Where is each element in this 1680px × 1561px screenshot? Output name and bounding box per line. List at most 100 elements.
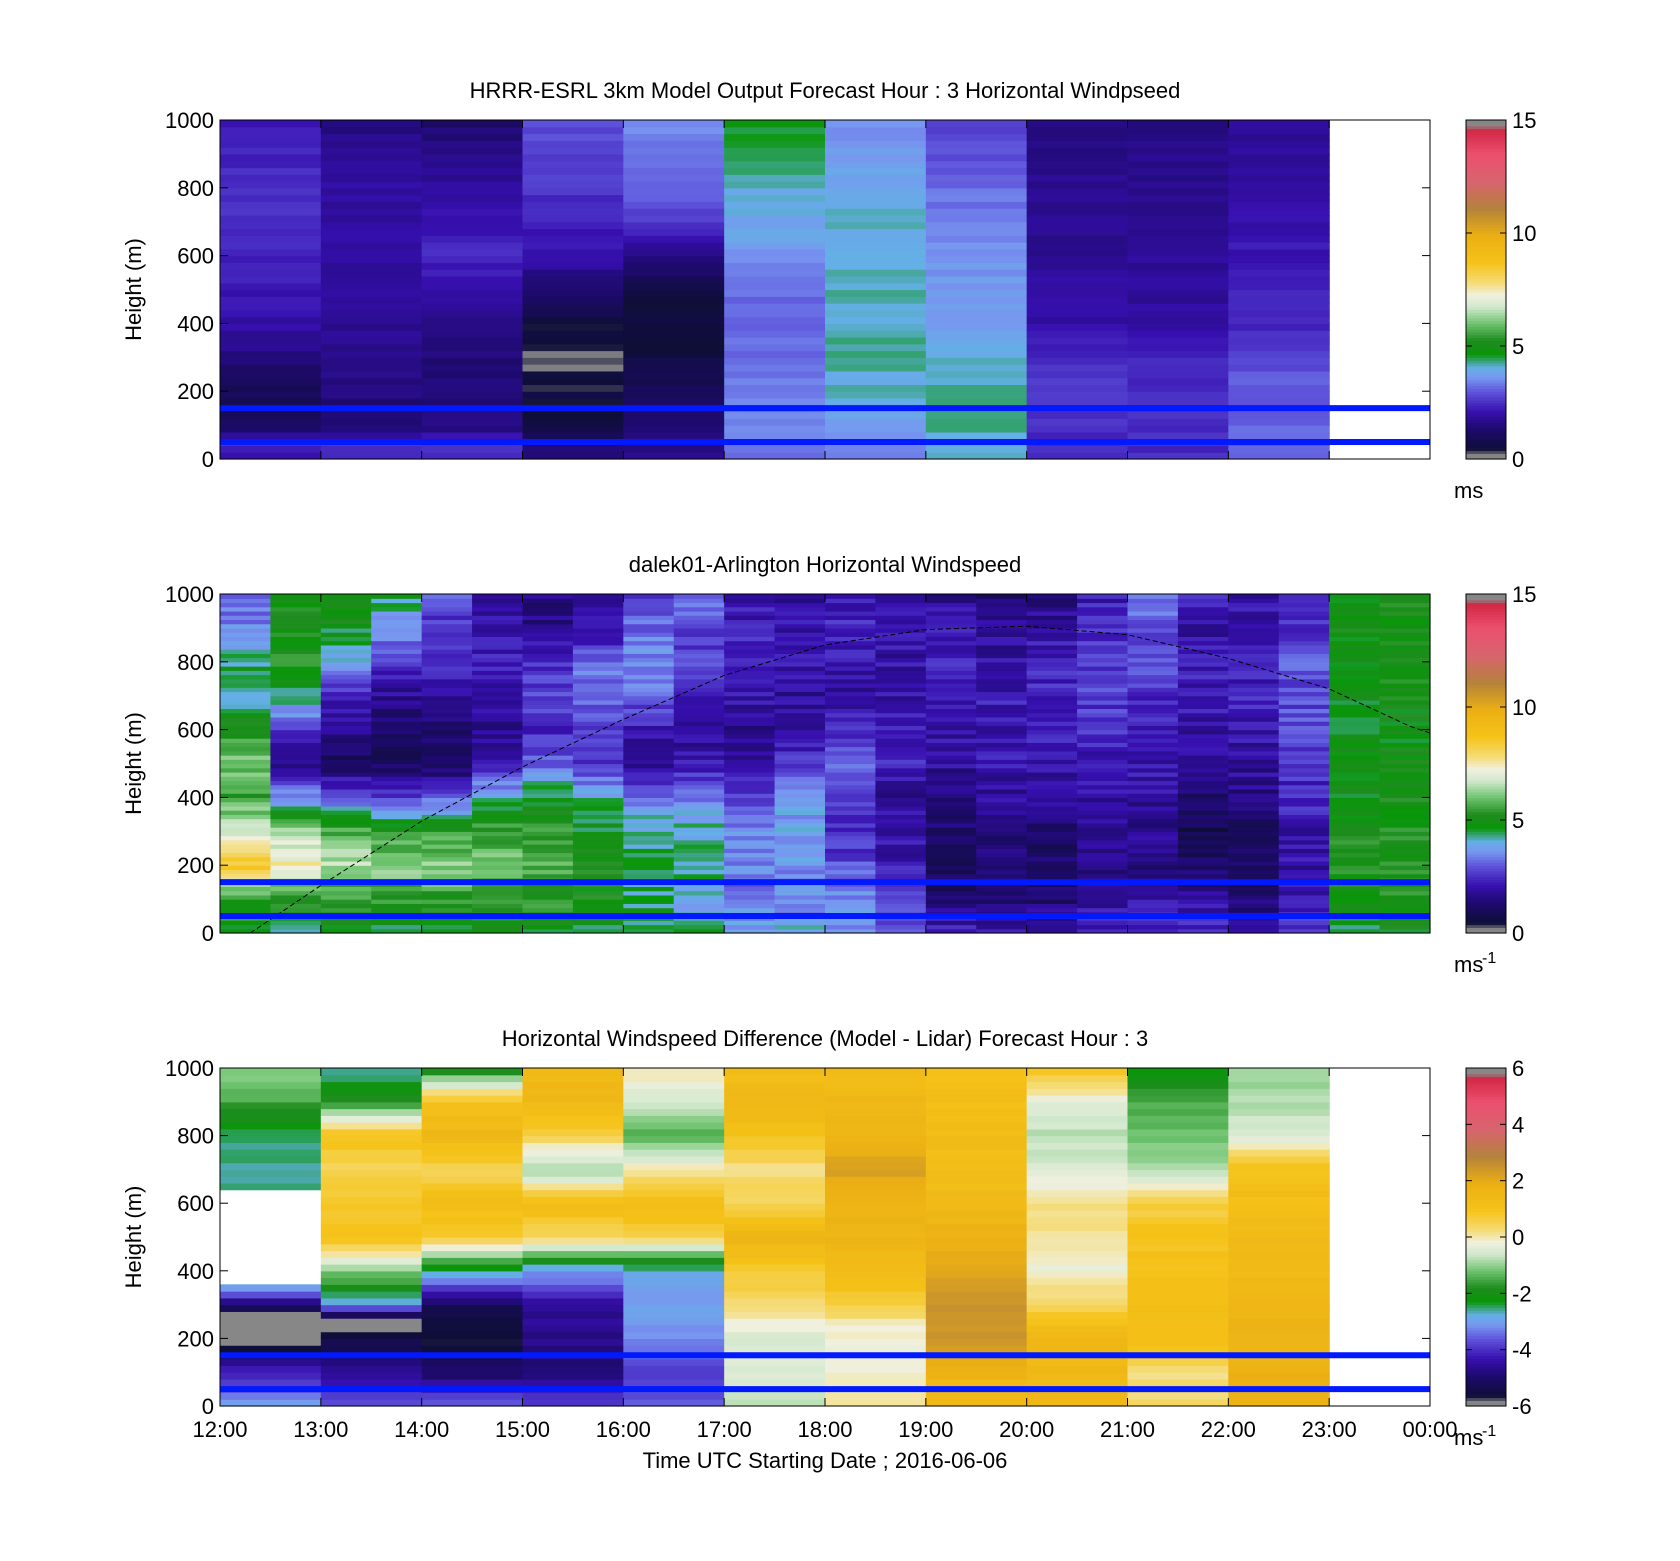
heatmap-cell	[1077, 771, 1129, 777]
heatmap-cell	[421, 831, 473, 837]
heatmap-cell	[1026, 784, 1078, 790]
heatmap-cell	[875, 810, 927, 815]
heatmap-cell	[925, 619, 977, 625]
heatmap-cell	[472, 695, 524, 701]
heatmap-cell	[320, 1311, 423, 1319]
colorbar-segment	[1466, 791, 1506, 796]
heatmap-cell	[925, 831, 977, 837]
heatmap-cell	[1026, 640, 1078, 646]
colorbar-segment	[1466, 913, 1506, 917]
heatmap-cell	[1228, 384, 1330, 392]
colorbar-segment	[1466, 692, 1506, 697]
heatmap-cell	[724, 805, 776, 811]
heatmap-cell	[1026, 445, 1129, 453]
heatmap-cell	[925, 214, 1028, 223]
heatmap-cell	[1077, 890, 1129, 896]
heatmap-cell	[220, 598, 272, 604]
heatmap-cell	[1026, 147, 1129, 155]
heatmap-cell	[421, 235, 524, 243]
heatmap-cell	[825, 1270, 927, 1279]
y-tick-label: 1000	[165, 582, 214, 607]
heatmap-cell	[774, 814, 826, 820]
heatmap-cell	[623, 1108, 725, 1116]
colorbar-segment	[1466, 658, 1506, 663]
heatmap-cell	[220, 712, 272, 718]
heatmap-cell	[623, 827, 675, 832]
heatmap-cell	[623, 1331, 725, 1339]
heatmap-cell	[270, 784, 322, 790]
heatmap-cell	[976, 746, 1028, 752]
heatmap-cell	[925, 1324, 1028, 1333]
heatmap-cell	[421, 1250, 524, 1258]
heatmap-cell	[1077, 598, 1129, 604]
heatmap-cell	[421, 255, 524, 263]
heatmap-cell	[1127, 666, 1179, 671]
heatmap-cell	[825, 167, 927, 175]
colorbar-segment	[1466, 1290, 1506, 1294]
heatmap-cell	[1177, 627, 1229, 633]
colorbar-segment	[1466, 1169, 1506, 1173]
heatmap-cell	[673, 619, 725, 625]
heatmap-cell	[1228, 235, 1330, 243]
heatmap-cell	[976, 708, 1028, 714]
heatmap-cell	[1278, 725, 1330, 731]
heatmap-cell	[623, 627, 675, 633]
heatmap-cell	[522, 1297, 624, 1306]
heatmap-cell	[572, 780, 624, 786]
heatmap-cell	[1379, 738, 1431, 743]
heatmap-cell	[320, 1095, 423, 1103]
heatmap-cell	[421, 370, 524, 379]
heatmap-cell	[522, 289, 624, 297]
heatmap-cell	[270, 594, 322, 599]
heatmap-cell	[270, 805, 322, 811]
heatmap-cell	[220, 594, 272, 599]
heatmap-cell	[421, 1182, 524, 1191]
heatmap-cell	[1177, 865, 1229, 871]
colorbar-segment	[1466, 893, 1506, 897]
heatmap-cell	[1077, 852, 1129, 858]
colorbar-segment	[1466, 644, 1506, 649]
heatmap-cell	[1026, 1324, 1129, 1333]
heatmap-cell	[925, 1378, 1028, 1387]
colorbar-segment	[1466, 447, 1506, 452]
heatmap-cell	[522, 594, 574, 599]
x-tick-label: 14:00	[394, 1417, 449, 1442]
heatmap-cell	[1329, 699, 1381, 705]
heatmap-cell	[825, 323, 927, 331]
heatmap-cell	[1379, 835, 1431, 841]
colorbar-segment	[1466, 450, 1506, 454]
heatmap-cell	[724, 1176, 826, 1184]
heatmap-cell	[572, 657, 624, 663]
heatmap-cell	[421, 411, 524, 419]
heatmap-cell	[522, 1345, 624, 1353]
heatmap-cell	[1026, 729, 1078, 735]
heatmap-cell	[724, 1399, 826, 1407]
heatmap-cell	[623, 657, 675, 663]
heatmap-cell	[925, 691, 977, 697]
heatmap-cell	[623, 666, 675, 671]
heatmap-cell	[220, 704, 272, 710]
heatmap-cell	[825, 856, 877, 862]
heatmap-cell	[925, 657, 977, 663]
heatmap-cell	[572, 903, 624, 909]
heatmap-cell	[220, 691, 272, 697]
heatmap-cell	[320, 336, 423, 345]
heatmap-cell	[623, 228, 725, 236]
heatmap-cell	[774, 649, 826, 654]
colorbar-segment	[1466, 425, 1506, 429]
heatmap-cell	[1228, 181, 1330, 189]
colorbar-unit: ms	[1454, 478, 1483, 503]
heatmap-cell	[673, 699, 725, 705]
heatmap-cell	[220, 759, 272, 765]
heatmap-cell	[825, 126, 927, 135]
heatmap-cell	[1127, 1331, 1229, 1339]
heatmap-cell	[320, 784, 372, 790]
heatmap-cell	[421, 632, 473, 637]
heatmap-cell	[1026, 771, 1078, 777]
heatmap-cell	[1026, 780, 1078, 786]
heatmap-cell	[1077, 907, 1129, 913]
heatmap-cell	[925, 309, 1028, 318]
heatmap-cell	[976, 776, 1028, 782]
colorbar-segment	[1466, 927, 1506, 931]
heatmap-cell	[371, 699, 423, 705]
